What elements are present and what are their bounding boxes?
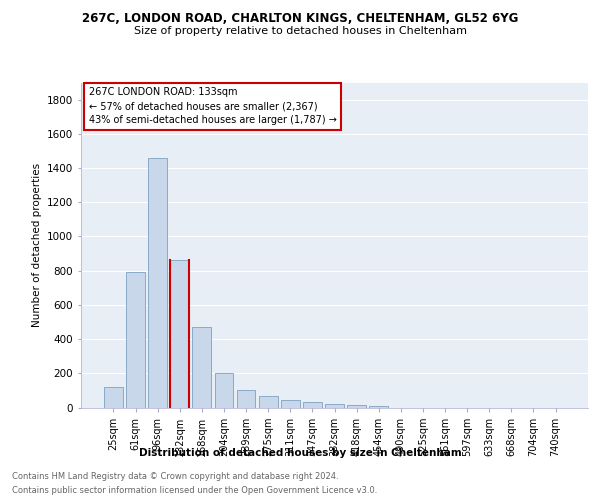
Bar: [215, 374, 233, 408]
Y-axis label: Number of detached properties: Number of detached properties: [32, 163, 41, 327]
Text: 267C LONDON ROAD: 133sqm
← 57% of detached houses are smaller (2,367)
43% of sem: 267C LONDON ROAD: 133sqm ← 57% of detach…: [89, 88, 337, 126]
Bar: [170, 260, 189, 408]
Bar: [126, 272, 145, 407]
Bar: [193, 327, 211, 407]
Bar: [370, 406, 388, 407]
Bar: [281, 400, 299, 407]
Bar: [148, 158, 167, 408]
Bar: [259, 396, 278, 407]
Text: Contains HM Land Registry data © Crown copyright and database right 2024.: Contains HM Land Registry data © Crown c…: [12, 472, 338, 481]
Text: 267C, LONDON ROAD, CHARLTON KINGS, CHELTENHAM, GL52 6YG: 267C, LONDON ROAD, CHARLTON KINGS, CHELT…: [82, 12, 518, 26]
Bar: [104, 387, 123, 407]
Text: Size of property relative to detached houses in Cheltenham: Size of property relative to detached ho…: [133, 26, 467, 36]
Text: Distribution of detached houses by size in Cheltenham: Distribution of detached houses by size …: [139, 448, 461, 458]
Bar: [303, 402, 322, 407]
Bar: [236, 390, 256, 407]
Bar: [347, 405, 366, 407]
Bar: [325, 404, 344, 407]
Text: Contains public sector information licensed under the Open Government Licence v3: Contains public sector information licen…: [12, 486, 377, 495]
